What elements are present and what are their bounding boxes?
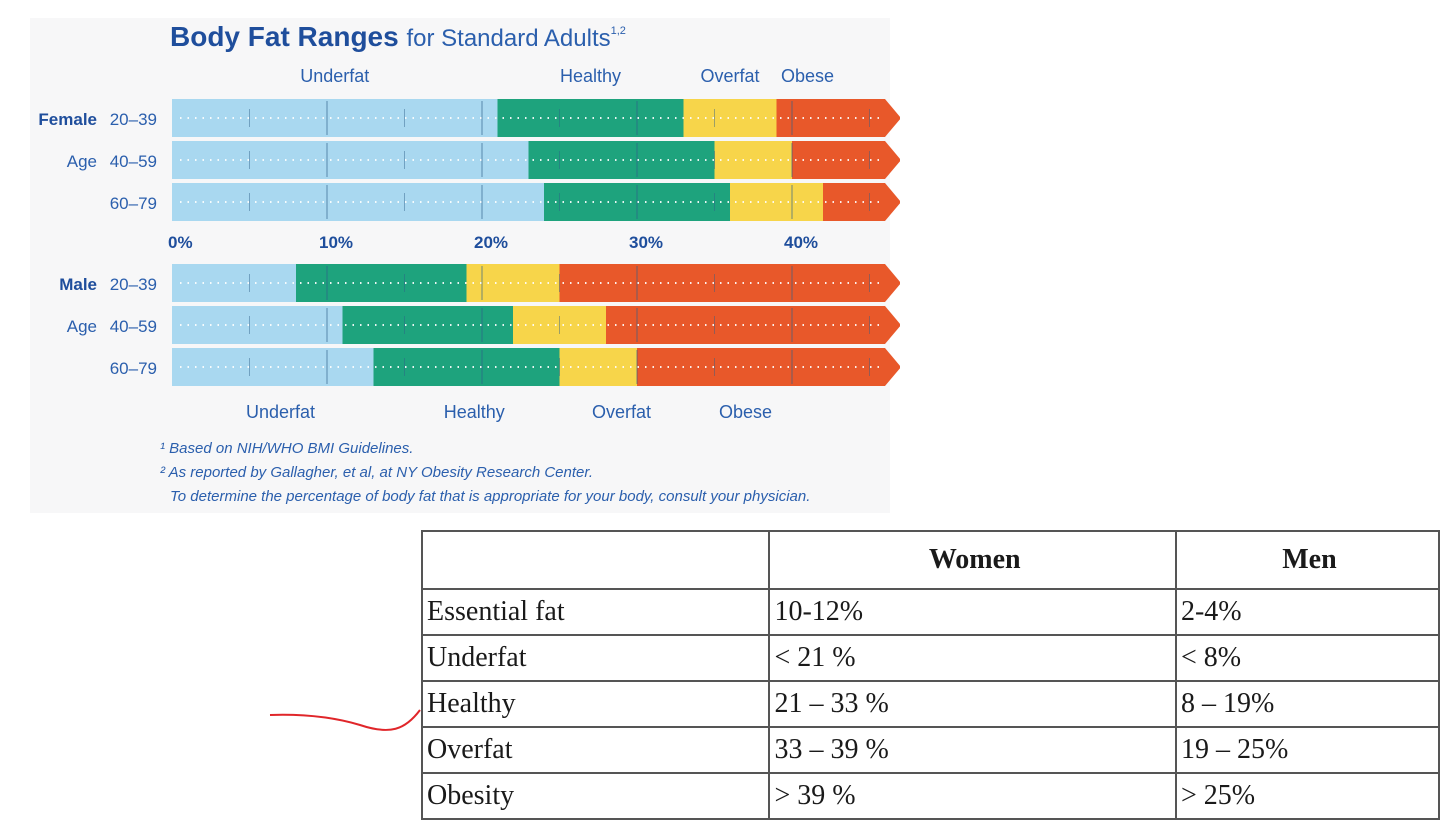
category-label-bottom: Healthy — [444, 402, 505, 422]
row-prefix-label: Age — [67, 317, 97, 336]
row-age-label: 20–39 — [110, 275, 157, 294]
bar-segment-overfat — [730, 183, 823, 221]
table-cell: < 8% — [1174, 634, 1440, 682]
bar-segment-underfat — [172, 141, 529, 179]
bar-segment-overfat — [683, 99, 777, 137]
bar-segment-healthy — [373, 348, 560, 386]
table-header-empty — [420, 530, 771, 590]
footnote: ² As reported by Gallagher, et al, at NY… — [160, 464, 593, 481]
bar-segment-obese — [637, 348, 900, 386]
table-cell: 19 – 25% — [1174, 726, 1440, 774]
axis-tick-label: 40% — [784, 233, 818, 252]
table-row: Overfat 33 – 39 % 19 – 25% — [420, 726, 1440, 774]
table-row: Essential fat 10-12% 2-4% — [420, 588, 1440, 636]
bar-segment-obese — [776, 99, 900, 137]
footnote: To determine the percentage of body fat … — [170, 488, 810, 505]
table-cell: > 25% — [1174, 772, 1440, 820]
category-label-bottom: Obese — [719, 402, 772, 422]
table-cell: 10-12% — [768, 588, 1177, 636]
footnote: ¹ Based on NIH/WHO BMI Guidelines. — [160, 440, 413, 457]
category-label-top: Obese — [781, 66, 834, 86]
axis-tick-label: 0% — [168, 233, 193, 252]
row-age-label: 40–59 — [110, 317, 157, 336]
bar-segment-obese — [559, 264, 900, 302]
table-cell: 33 – 39 % — [768, 726, 1177, 774]
row-age-label: 60–79 — [110, 194, 157, 213]
bar-segment-obese — [823, 183, 900, 221]
table-header-row: Women Men — [420, 530, 1440, 590]
axis-tick-label: 20% — [474, 233, 508, 252]
category-label-top: Healthy — [560, 66, 621, 86]
axis-tick-label: 10% — [319, 233, 353, 252]
row-age-label: 40–59 — [110, 152, 157, 171]
table-row: Obesity > 39 % > 25% — [420, 772, 1440, 820]
bar-segment-overfat — [559, 348, 637, 386]
row-prefix-label: Female — [38, 110, 97, 129]
table-cell: 8 – 19% — [1174, 680, 1440, 728]
table-cell: 21 – 33 % — [768, 680, 1177, 728]
table-cell: > 39 % — [768, 772, 1177, 820]
table-cell: < 21 % — [768, 634, 1177, 682]
table-cell: Essential fat — [420, 588, 771, 636]
bar-segment-obese — [792, 141, 900, 179]
table-cell: Underfat — [420, 634, 771, 682]
table-cell: Obesity — [420, 772, 771, 820]
category-label-bottom: Underfat — [246, 402, 315, 422]
bar-segment-healthy — [296, 264, 467, 302]
body-fat-table: Women Men Essential fat 10-12% 2-4% Unde… — [420, 530, 1440, 820]
axis-tick-label: 30% — [629, 233, 663, 252]
pen-annotation-mark — [269, 709, 421, 731]
body-fat-chart: Body Fat Ranges for Standard Adults1,2 Un… — [38, 21, 900, 505]
bar-segment-obese — [606, 306, 900, 344]
bar-segment-underfat — [172, 99, 498, 137]
row-age-label: 20–39 — [110, 110, 157, 129]
category-label-top: Overfat — [700, 66, 759, 86]
bar-segment-underfat — [172, 348, 374, 386]
row-age-label: 60–79 — [110, 359, 157, 378]
bar-segment-overfat — [714, 141, 792, 179]
table-row: Underfat < 21 % < 8% — [420, 634, 1440, 682]
table-header-women: Women — [768, 530, 1177, 590]
table-header-men: Men — [1174, 530, 1440, 590]
row-prefix-label: Male — [59, 275, 97, 294]
bar-segment-underfat — [172, 306, 343, 344]
row-prefix-label: Age — [67, 152, 97, 171]
chart-title: Body Fat Ranges for Standard Adults1,2 — [170, 21, 626, 52]
table-cell: Healthy — [420, 680, 771, 728]
table-row: Healthy 21 – 33 % 8 – 19% — [420, 680, 1440, 728]
category-label-top: Underfat — [300, 66, 369, 86]
bar-segment-overfat — [513, 306, 606, 344]
table-cell: Overfat — [420, 726, 771, 774]
table-cell: 2-4% — [1174, 588, 1440, 636]
category-label-bottom: Overfat — [592, 402, 651, 422]
